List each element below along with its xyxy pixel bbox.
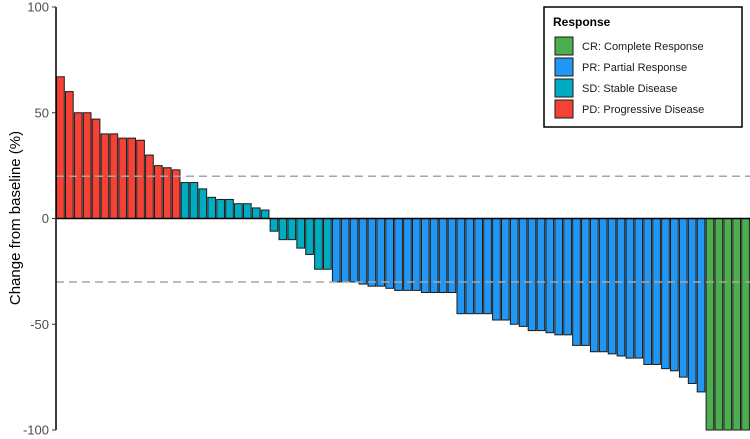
bar-53	[518, 218, 528, 327]
bar-23	[251, 207, 261, 220]
bar-67	[643, 218, 653, 365]
bar-31	[323, 218, 332, 270]
y-tick-label: -50	[30, 317, 49, 332]
bar-18	[207, 196, 217, 220]
bar-48	[474, 218, 483, 315]
bar-21	[234, 203, 243, 220]
bar-71	[678, 218, 688, 378]
bar-34	[349, 218, 359, 283]
bar-20	[225, 198, 234, 219]
y-tick-label: 50	[35, 105, 49, 120]
legend-label-sd: SD: Stable Disease	[582, 83, 677, 95]
y-axis-title: Change from baseline (%)	[7, 131, 24, 305]
bar-40	[403, 218, 412, 291]
bar-75	[714, 218, 724, 431]
bar-49	[483, 218, 492, 315]
bar-64	[616, 218, 626, 357]
bar-47	[465, 218, 475, 315]
bar-22	[242, 203, 252, 220]
bar-8	[118, 137, 128, 220]
bar-25	[269, 218, 279, 232]
bar-56	[545, 218, 555, 334]
y-tick-label: 0	[42, 211, 49, 226]
bar-35	[358, 218, 368, 285]
bar-78	[741, 218, 750, 431]
bar-1	[56, 76, 65, 219]
bar-30	[314, 218, 323, 270]
legend-label-cr: CR: Complete Response	[582, 41, 704, 53]
y-tick-label: -100	[23, 423, 49, 438]
bar-76	[723, 218, 733, 431]
bar-74	[705, 218, 715, 431]
bar-54	[527, 218, 537, 332]
bar-12	[153, 165, 163, 219]
bar-46	[456, 218, 466, 315]
bar-51	[500, 218, 510, 321]
bar-15	[180, 182, 190, 219]
bar-14	[171, 169, 181, 219]
legend-label-pr: PR: Partial Response	[582, 62, 687, 74]
bar-16	[189, 182, 199, 219]
legend-label-pd: PD: Progressive Disease	[582, 104, 704, 116]
bar-41	[411, 218, 421, 291]
legend-swatch-pd	[554, 99, 574, 119]
bar-27	[287, 218, 297, 241]
bar-9	[127, 137, 136, 220]
bar-13	[162, 167, 172, 220]
bar-70	[670, 218, 679, 372]
bar-65	[625, 218, 635, 359]
bar-32	[331, 218, 341, 283]
y-tick-label: 100	[27, 0, 49, 15]
legend-swatch-sd	[554, 78, 574, 98]
bar-4	[82, 112, 92, 219]
bar-55	[536, 218, 546, 332]
bar-50	[492, 218, 501, 321]
bar-29	[305, 218, 314, 255]
bar-2	[64, 91, 74, 219]
bar-11	[145, 154, 154, 220]
bar-36	[367, 218, 377, 287]
legend-box	[543, 6, 743, 128]
bar-3	[73, 112, 83, 219]
bar-26	[278, 218, 288, 241]
bar-19	[216, 198, 225, 219]
bar-61	[589, 218, 599, 353]
bar-17	[198, 188, 208, 219]
legend-title: Response	[553, 15, 611, 29]
bar-72	[687, 218, 697, 384]
bar-63	[607, 218, 617, 355]
reference-lines	[56, 175, 750, 283]
bar-68	[652, 218, 661, 365]
legend-swatch-cr	[554, 36, 574, 56]
bar-77	[732, 218, 742, 431]
bar-58	[563, 218, 572, 336]
bar-57	[554, 218, 564, 336]
bar-24	[260, 209, 270, 219]
bar-10	[136, 139, 145, 219]
bar-69	[661, 218, 670, 370]
bar-38	[385, 218, 395, 289]
bar-62	[598, 218, 608, 353]
bar-5	[91, 118, 101, 219]
bar-73	[696, 218, 706, 393]
bar-33	[340, 218, 350, 283]
legend: Response CR: Complete Response PR: Partia…	[543, 6, 743, 128]
bar-28	[296, 218, 306, 249]
bar-37	[376, 218, 386, 287]
bar-39	[394, 218, 403, 291]
bar-52	[509, 218, 519, 325]
legend-swatch-pr	[554, 57, 574, 77]
bars	[56, 76, 750, 431]
bar-66	[634, 218, 644, 359]
y-axis: 100 50 0 -50 -100	[23, 0, 57, 438]
